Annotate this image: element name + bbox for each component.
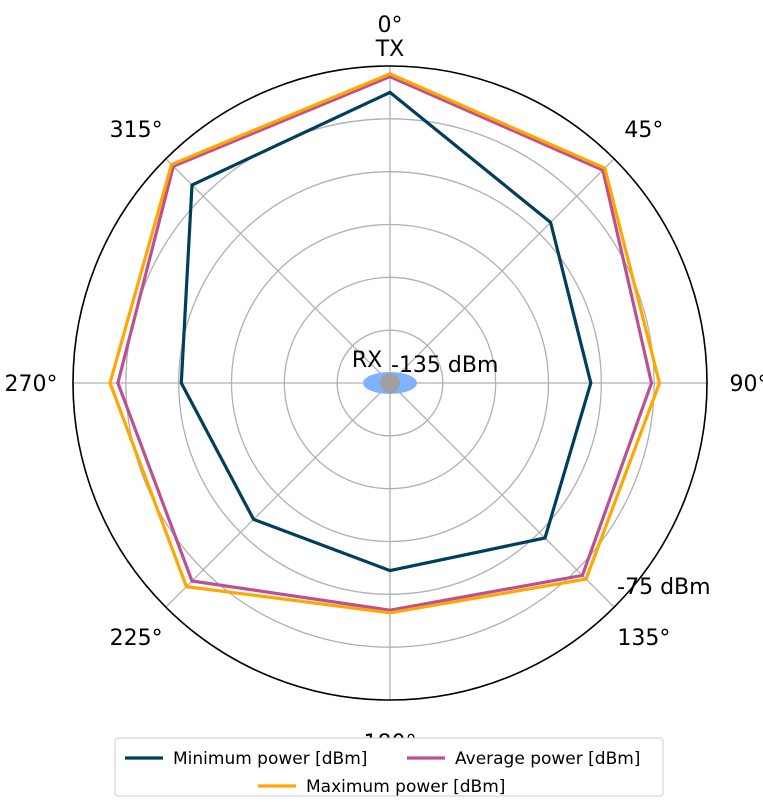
angle-label: 45° — [624, 118, 663, 143]
angle-label: 135° — [617, 626, 670, 651]
legend-frame — [114, 737, 664, 797]
polar-frame-circle — [72, 65, 708, 701]
rx-annotation: RX — [352, 348, 382, 373]
polar-grid — [72, 65, 708, 701]
series-line-3 — [108, 72, 662, 615]
legend-label-2: Average power [dBm] — [455, 749, 640, 769]
series-line-2 — [116, 74, 654, 612]
angle-label: 0° — [378, 13, 403, 38]
series-line-1 — [179, 90, 593, 573]
grid-spoke — [389, 382, 615, 608]
rx-marker — [363, 372, 417, 394]
angle-label: 225° — [110, 626, 163, 651]
r-inner-label: -135 dBm — [391, 353, 498, 378]
angle-label: 270° — [5, 372, 58, 397]
legend-label-1: Minimum power [dBm] — [173, 749, 367, 769]
angle-label: 315° — [110, 118, 163, 143]
series-group — [108, 72, 662, 615]
angle-label: 90° — [730, 372, 763, 397]
rx-marker-inner — [380, 373, 400, 393]
grid-spoke — [389, 158, 615, 384]
tx-annotation: TX — [375, 37, 405, 62]
polar-frame — [72, 65, 708, 701]
grid-spoke — [165, 382, 391, 608]
legend-label-3: Maximum power [dBm] — [306, 777, 505, 797]
legend: Minimum power [dBm] Average power [dBm] Ma… — [114, 737, 664, 797]
grid-spoke — [165, 158, 391, 384]
r-outer-label: -75 dBm — [617, 575, 710, 600]
angle-labels: 0°45°90°135°180°225°270°315° — [5, 13, 763, 756]
